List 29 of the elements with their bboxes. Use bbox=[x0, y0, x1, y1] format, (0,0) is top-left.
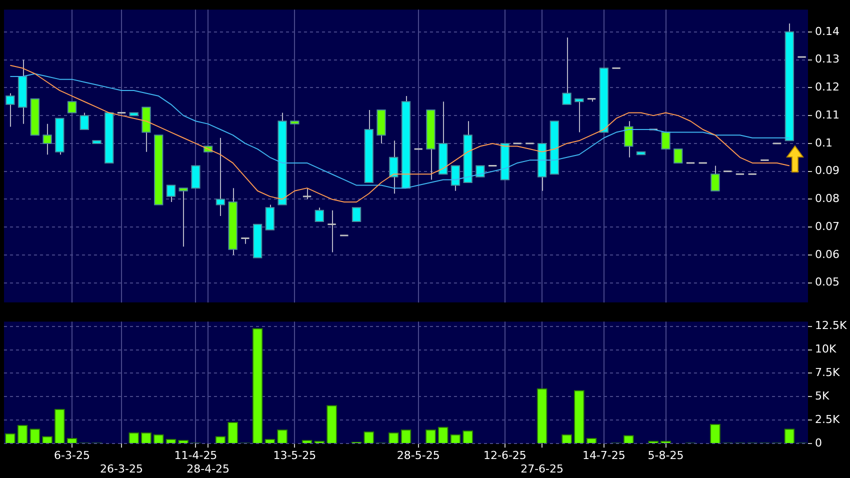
x-tick-label: 28-5-25 bbox=[396, 449, 440, 462]
x-tick-label: 5-8-25 bbox=[648, 449, 684, 462]
y-tick-label: 2.5K bbox=[815, 413, 840, 426]
x-tick-label: 28-4-25 bbox=[186, 462, 230, 476]
y-tick-label: 0.05 bbox=[815, 276, 840, 289]
x-tick-label: 11-4-25 bbox=[174, 449, 218, 462]
y-tick-label: 10K bbox=[815, 342, 837, 356]
y-tick-label: 7.5K bbox=[815, 366, 840, 380]
x-tick-label: 27-6-25 bbox=[520, 462, 564, 476]
y-tick-label: 0.1 bbox=[815, 136, 832, 150]
y-tick-label: 12.5K bbox=[815, 319, 848, 332]
y-tick-label: 0.14 bbox=[815, 24, 840, 38]
y-tick-label: 0 bbox=[815, 436, 822, 450]
x-tick-label: 12-6-25 bbox=[483, 449, 526, 462]
y-tick-label: 0.13 bbox=[815, 52, 840, 66]
y-tick-label: 0.08 bbox=[815, 192, 840, 206]
candlestick bbox=[326, 210, 337, 253]
y-tick-label: 0.09 bbox=[815, 164, 840, 178]
y-tick-label: 0.06 bbox=[815, 248, 840, 261]
candlestick bbox=[240, 238, 250, 244]
x-tick-label: 13-5-25 bbox=[273, 449, 316, 462]
y-tick-label: 0.07 bbox=[815, 220, 840, 233]
y-tick-label: 5K bbox=[815, 390, 830, 403]
x-tick-label: 26-3-25 bbox=[100, 462, 143, 476]
candlestick bbox=[302, 188, 312, 200]
x-tick-label: 14-7-25 bbox=[582, 449, 626, 462]
y-tick-label: 0.11 bbox=[815, 108, 840, 122]
x-tick-label: 6-3-25 bbox=[54, 449, 90, 462]
y-tick-label: 0.12 bbox=[815, 80, 840, 94]
